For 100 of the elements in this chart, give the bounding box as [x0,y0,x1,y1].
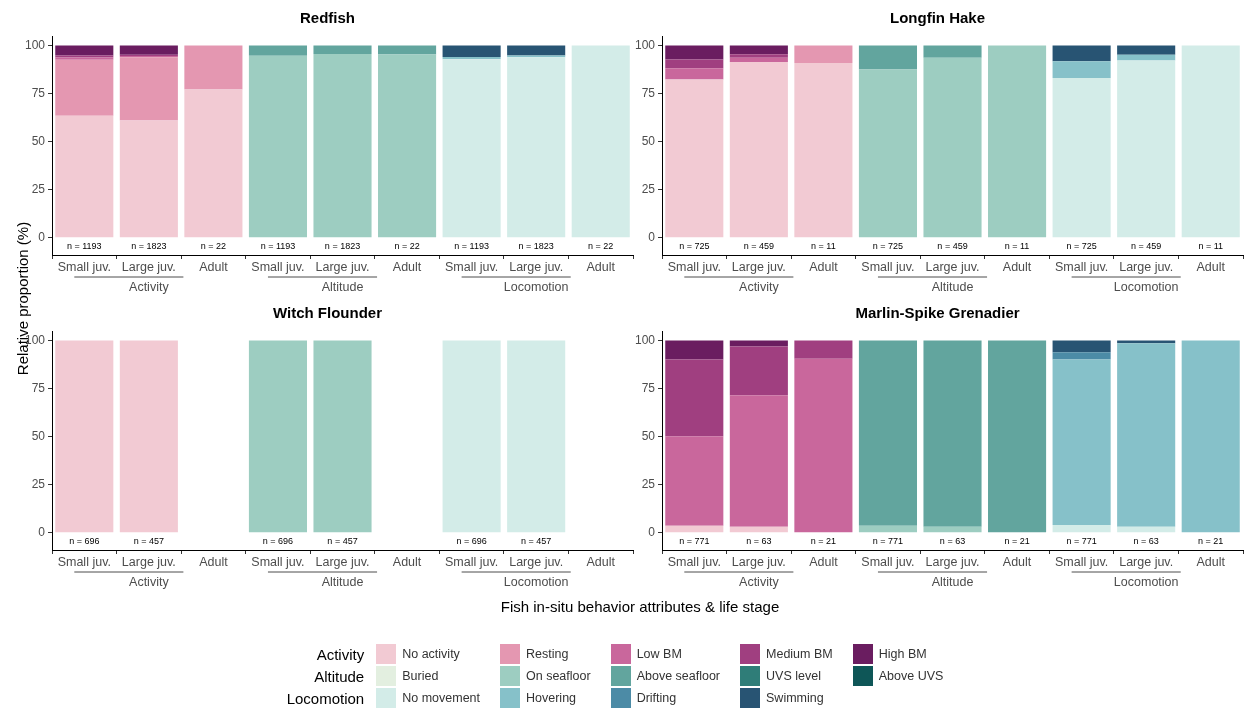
x-tick-label: Large juv. [509,259,564,274]
bar [665,79,724,238]
x-tick-label: Adult [1002,259,1032,274]
bar [858,45,918,70]
y-tick-label: 75 [641,380,656,395]
bar [794,340,853,359]
bar [665,68,724,80]
bar [1052,61,1111,78]
y-tick-label: 0 [648,230,656,245]
bar [1117,343,1176,527]
text: Locomotion [503,280,569,295]
legend-label: Above UVS [878,669,945,683]
legend-label: Buried [402,669,440,683]
bar [1052,352,1111,360]
annotation: n = 63 [939,535,966,546]
x-tick-label: Large juv. [1119,554,1174,569]
bar [55,115,114,238]
bar [1117,54,1176,61]
legend-label: Low BM [636,647,683,661]
x-tick-label: Adult [1002,554,1032,569]
y-tick-label: 50 [31,428,46,443]
bar [313,45,372,55]
text: Activity [739,575,780,590]
bar [442,45,501,57]
bar [923,57,982,238]
bar [55,59,114,116]
legend-label: Drifting [636,691,678,705]
chart-title: Redfish [299,9,356,27]
legend-label: High BM [878,647,928,661]
bar [794,45,853,64]
bar [1117,60,1176,238]
annotation: n = 11 [1004,240,1030,251]
legend-label: Medium BM [766,647,834,661]
bar [1052,525,1111,533]
x-tick-label: Small juv. [57,554,111,569]
y-tick-label: 0 [38,525,46,540]
bar [665,525,724,533]
bar [923,526,982,533]
annotation: n = 1823 [324,240,361,251]
text: Altitude [321,280,364,295]
x-tick-label: Adult [392,554,422,569]
y-tick-label: 50 [641,133,656,148]
bar [988,45,1047,238]
x-tick-label: Large juv. [925,554,980,569]
text: Altitude [321,575,364,590]
annotation: n = 11 [1198,240,1224,251]
annotation: n = 21 [810,535,837,546]
text: Activity [739,280,780,295]
text: Locomotion [286,689,365,707]
y-tick-label: 100 [24,37,46,52]
x-tick-label: Small juv. [861,554,915,569]
text: Activity [129,280,170,295]
bar [184,89,243,238]
bar [858,69,918,238]
x-tick-label: Small juv. [1054,259,1109,274]
annotation: n = 696 [456,535,487,546]
legend-label: Swimming [766,691,825,705]
x-tick-label: Adult [199,554,229,569]
x-tick-label: Small juv. [251,259,305,274]
x-tick-label: Adult [586,554,616,569]
chart-title: Witch Flounder [272,304,383,322]
x-tick-label: Large juv. [315,259,370,274]
bar [665,340,724,360]
x-tick-label: Small juv. [1054,554,1109,569]
y-tick-label: 25 [31,477,46,491]
annotation: n = 21 [1004,535,1030,546]
bar [729,57,788,62]
x-tick-label: Small juv. [444,554,499,569]
x-tick-label: Small juv. [667,554,721,569]
annotation: n = 1823 [518,240,554,251]
bar [571,45,630,238]
bar [507,57,566,238]
annotation: n = 1823 [131,240,167,251]
bar [729,45,788,55]
annotation: n = 771 [679,535,710,546]
x-tick-label: Adult [199,259,229,274]
annotation: n = 63 [746,535,772,546]
x-tick-label: Adult [809,259,839,274]
bar [1117,45,1176,55]
bar [1181,340,1240,533]
y-tick-label: 25 [31,182,46,196]
annotation: n = 63 [1133,535,1159,546]
legend-label: On seafloor [526,669,592,683]
legend-label: Resting [526,647,570,661]
y-tick-label: 50 [31,133,46,148]
bar [1117,526,1176,533]
chart-title: Marlin-Spike Grenadier [855,304,1020,322]
bar [119,57,178,121]
bar [729,340,788,347]
legend-label: Hovering [526,691,578,705]
annotation: n = 22 [588,240,614,251]
x-tick-label: Large juv. [731,259,786,274]
x-tick-label: Large juv. [315,554,370,569]
annotation: n = 459 [1131,240,1162,251]
y-tick-label: 75 [31,380,46,395]
bar [794,358,853,533]
annotation: n = 459 [743,240,774,251]
x-axis-title: Fish in-situ behavior attributes & life stage [499,598,781,615]
x-tick-label: Small juv. [667,259,721,274]
y-tick-label: 75 [641,85,656,100]
